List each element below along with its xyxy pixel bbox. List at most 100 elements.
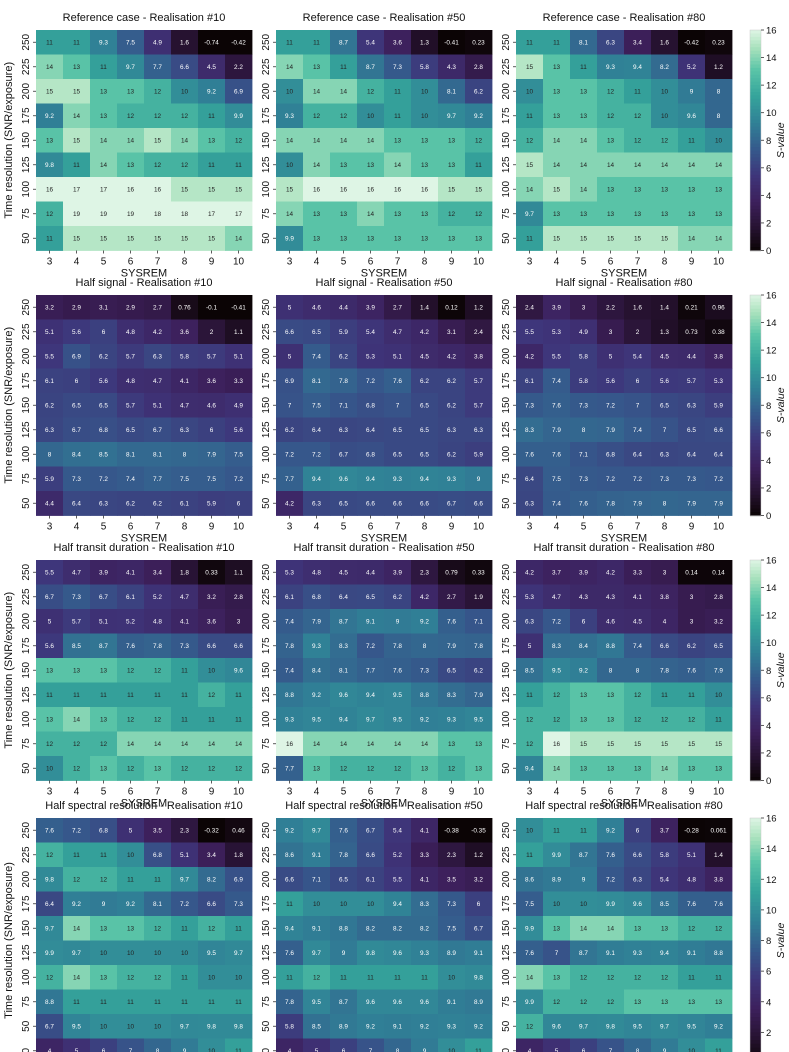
heatmap-cell [144,989,172,1015]
colorbar-segment [750,608,761,613]
cell-value-label: 8.5 [72,643,81,650]
colorbar-segment [750,646,761,651]
cell-value-label: 6.8 [366,451,375,458]
cell-value-label: 4.2 [285,500,294,507]
cell-value-label: 8 [717,113,721,120]
heatmap-cell [705,867,733,892]
x-tick-label: 5 [581,522,587,533]
cell-value-label: 14 [367,211,375,218]
cell-value-label: 9.9 [234,113,243,120]
colorbar-segment [750,105,761,110]
cell-value-label: 12 [181,765,189,772]
heatmap-cell [543,30,571,55]
heatmap-cell [516,965,544,990]
cell-value-label: 4.1 [126,569,135,576]
heatmap-cell [36,152,64,178]
heatmap-cell [597,201,625,227]
heatmap-cell [678,201,706,227]
cell-value-label: 5.2 [393,852,402,859]
heatmap-cell [36,707,64,732]
x-axis-label: SYSREM [121,533,167,545]
heatmap-cell [411,30,439,55]
colorbar-segment [750,825,761,831]
heatmap-cell [225,368,253,394]
cell-value-label: 5.2 [153,594,162,601]
heatmap-cell [543,442,571,467]
cell-value-label: 7.5 [312,402,321,409]
heatmap-cell [411,319,439,345]
cell-value-label: 14 [73,113,81,120]
cell-value-label: 9.5 [633,1023,642,1030]
heatmap-cell [330,1014,358,1039]
colorbar-tick-label: 14 [766,318,777,329]
y-tick-label: 75 [261,996,272,1008]
cell-value-label: 7.4 [312,353,321,360]
heatmap-cell [597,466,625,492]
cell-value-label: 0.14 [712,569,725,576]
cell-value-label: 6.6 [207,643,216,650]
colorbar-tick-label: 4 [766,997,771,1008]
cell-value-label: 9.4 [525,765,534,772]
cell-value-label: 6.1 [285,594,294,601]
heatmap-cell [624,417,652,443]
y-tick-label: 100 [21,968,32,985]
heatmap-cell [651,842,679,868]
heatmap-cell [543,128,571,153]
cell-value-label: 9 [396,618,400,625]
cell-value-label: 6.5 [339,876,348,883]
heatmap-cell [570,319,598,345]
cell-value-label: 9.2 [126,901,135,908]
cell-value-label: 10 [181,950,189,957]
heatmap-cell [624,682,652,708]
heatmap-cell [330,842,358,868]
heatmap-cell [303,295,331,320]
x-tick-label: 9 [449,787,455,798]
heatmap-cell [198,226,226,251]
cell-value-label: 6 [582,1048,586,1052]
heatmap-cell [276,54,304,80]
cell-value-label: 13 [607,692,615,699]
cell-value-label: 7.7 [366,667,375,674]
heatmap-cell [678,295,706,320]
heatmap-cell [276,731,304,757]
cell-value-label: 9.7 [180,876,189,883]
cell-value-label: 2.7 [153,304,162,311]
y-tick-label: 250 [501,563,512,580]
heatmap-cell [63,609,91,634]
heatmap-cell [705,491,733,516]
cell-value-label: 4.7 [552,594,561,601]
heatmap-cell [63,177,91,202]
heatmap-cell [90,103,118,129]
cell-value-label: 11 [526,692,533,699]
heatmap-cell [384,658,412,683]
heatmap-cell [36,30,64,55]
colorbar-segment [750,739,761,744]
heatmap-cell [705,891,733,917]
cell-value-label: 7.3 [579,402,588,409]
heatmap-cell [543,584,571,610]
heatmap-cell [438,891,466,917]
colorbar-segment [750,1013,761,1018]
heatmap-cell [63,682,91,708]
colorbar-tick-label: 16 [766,291,777,302]
cell-value-label: 12 [607,974,615,981]
heatmap-cell [465,417,493,443]
heatmap-cell [543,295,571,320]
cell-value-label: 1.8 [180,569,189,576]
heatmap-cell [276,368,304,394]
cell-value-label: 4.8 [126,378,135,385]
heatmap-cell [63,442,91,467]
heatmap-cell [543,682,571,708]
cell-value-label: 6.2 [99,353,108,360]
colorbar-segment [750,78,761,83]
cell-value-label: 12 [607,999,615,1006]
heatmap-cell [63,731,91,757]
x-tick-label: 4 [74,787,80,798]
x-tick-label: 5 [581,257,587,268]
heatmap-cell [597,658,625,683]
heatmap-cell [705,30,733,55]
x-tick-label: 9 [689,787,695,798]
heatmap-cell [90,319,118,345]
cell-value-label: 7.4 [552,378,561,385]
heatmap-cell [171,103,199,129]
